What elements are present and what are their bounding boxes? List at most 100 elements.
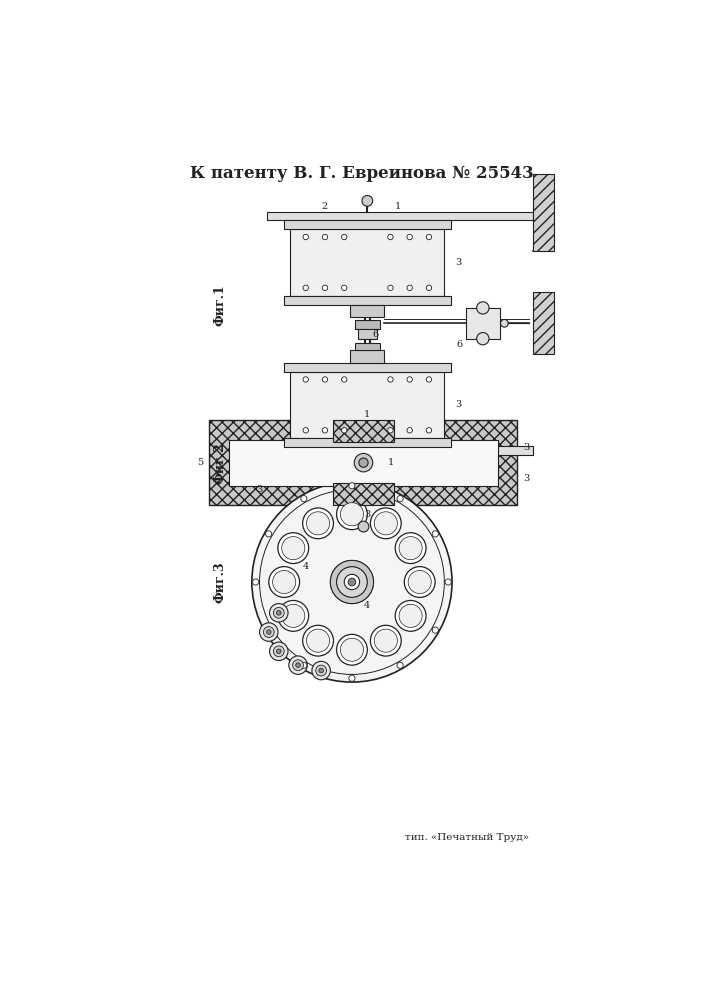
Circle shape (408, 570, 431, 594)
Text: 3: 3 (455, 400, 462, 409)
Circle shape (322, 285, 327, 291)
Text: 4: 4 (303, 562, 309, 571)
Circle shape (266, 531, 271, 537)
Circle shape (397, 662, 403, 668)
Bar (284, 363, 450, 372)
Circle shape (266, 627, 271, 633)
Bar (267, 446, 533, 455)
Bar (229, 440, 498, 486)
Text: 6: 6 (457, 340, 463, 349)
Bar (267, 212, 533, 220)
Circle shape (307, 629, 329, 652)
Bar (209, 420, 518, 505)
Circle shape (404, 567, 435, 597)
Circle shape (303, 234, 308, 240)
Circle shape (387, 234, 393, 240)
Circle shape (399, 604, 422, 627)
Bar (333, 483, 395, 505)
Circle shape (477, 302, 489, 314)
Circle shape (273, 570, 296, 594)
Circle shape (344, 574, 360, 590)
Bar (284, 438, 450, 447)
Bar (358, 329, 377, 339)
Bar (533, 292, 554, 354)
Circle shape (276, 649, 281, 654)
Bar (284, 220, 450, 229)
Circle shape (407, 285, 412, 291)
Circle shape (426, 428, 432, 433)
Circle shape (341, 428, 347, 433)
Circle shape (322, 428, 327, 433)
Circle shape (322, 234, 327, 240)
Circle shape (501, 319, 508, 327)
Circle shape (407, 428, 412, 433)
Circle shape (341, 285, 347, 291)
Circle shape (354, 453, 373, 472)
Circle shape (477, 333, 489, 345)
Circle shape (330, 560, 373, 604)
Circle shape (370, 625, 402, 656)
Text: 3: 3 (524, 474, 530, 483)
Circle shape (387, 428, 393, 433)
Bar (355, 343, 380, 350)
Circle shape (303, 285, 308, 291)
Text: 6: 6 (372, 330, 378, 339)
Circle shape (278, 600, 309, 631)
Circle shape (322, 377, 327, 382)
Circle shape (445, 579, 451, 585)
Circle shape (426, 285, 432, 291)
Circle shape (300, 496, 307, 502)
Circle shape (399, 537, 422, 560)
Circle shape (395, 533, 426, 564)
Circle shape (349, 675, 355, 681)
Text: 1: 1 (364, 410, 370, 419)
Text: К патенту В. Г. Евреинова № 25543: К патенту В. Г. Евреинова № 25543 (190, 165, 534, 182)
Circle shape (269, 642, 288, 661)
Circle shape (269, 567, 300, 597)
Text: 5: 5 (197, 458, 204, 467)
Bar (333, 420, 395, 442)
Circle shape (337, 567, 368, 597)
Circle shape (303, 508, 334, 539)
Circle shape (374, 629, 397, 652)
Circle shape (340, 638, 363, 661)
Circle shape (426, 234, 432, 240)
Circle shape (281, 604, 305, 627)
Bar (351, 350, 385, 363)
Circle shape (288, 656, 308, 674)
Circle shape (337, 634, 368, 665)
Text: 2: 2 (322, 202, 328, 211)
Circle shape (316, 665, 327, 676)
Circle shape (348, 578, 356, 586)
Text: 3: 3 (364, 510, 370, 519)
Circle shape (341, 377, 347, 382)
Bar (355, 320, 380, 329)
Circle shape (349, 483, 355, 489)
Circle shape (252, 482, 452, 682)
Circle shape (358, 521, 369, 532)
Circle shape (312, 661, 330, 680)
Bar (533, 174, 554, 251)
Bar (284, 296, 450, 305)
Circle shape (362, 195, 373, 206)
Circle shape (264, 627, 274, 637)
Circle shape (387, 285, 393, 291)
Circle shape (300, 662, 307, 668)
Text: 4: 4 (364, 601, 370, 610)
Circle shape (252, 579, 259, 585)
Circle shape (303, 428, 308, 433)
Circle shape (340, 503, 363, 526)
Circle shape (307, 512, 329, 535)
Circle shape (274, 646, 284, 657)
Circle shape (359, 458, 368, 467)
Circle shape (319, 668, 324, 673)
Circle shape (267, 630, 271, 634)
Bar (351, 305, 385, 317)
Text: 1: 1 (387, 458, 394, 467)
Circle shape (278, 533, 309, 564)
Circle shape (303, 625, 334, 656)
Circle shape (293, 660, 303, 671)
Bar (466, 308, 500, 339)
Circle shape (274, 607, 284, 618)
Circle shape (395, 600, 426, 631)
